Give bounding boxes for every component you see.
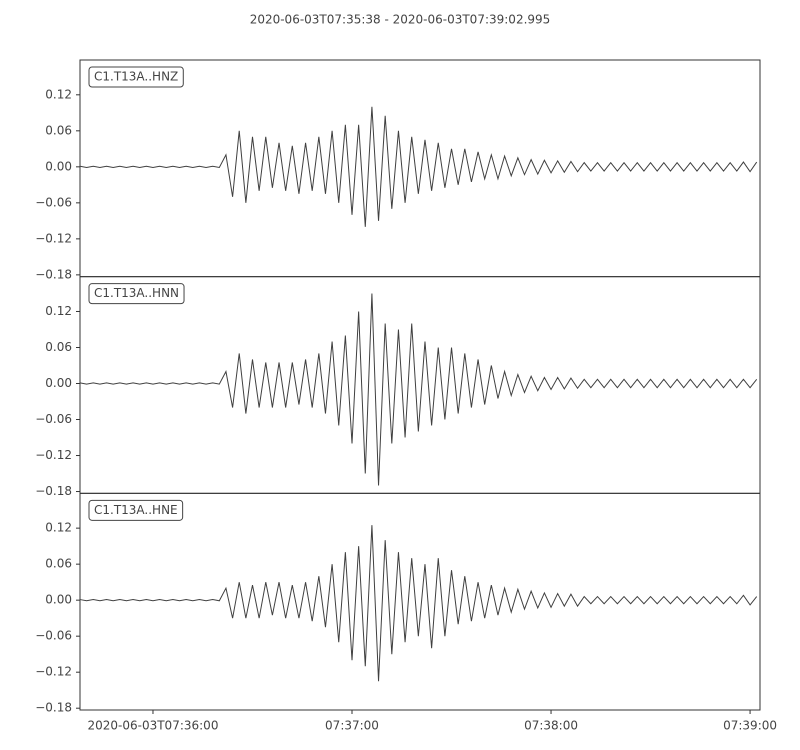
waveform [79, 106, 758, 227]
y-tick-label: −0.06 [35, 195, 72, 209]
y-tick-label: 0.06 [45, 340, 72, 354]
y-tick-label: 0.00 [45, 376, 72, 390]
x-tick-label: 07:39:00 [723, 719, 777, 733]
y-tick-label: −0.06 [35, 629, 72, 643]
trace-label: C1.T13A..HNN [94, 286, 179, 300]
trace-label-box [88, 283, 185, 305]
y-tick-label: 0.06 [45, 123, 72, 137]
panel-frame [79, 59, 761, 278]
y-tick-label: 0.06 [45, 557, 72, 571]
x-tick-label: 2020-06-03T07:36:00 [87, 719, 218, 733]
y-tick-label: 0.00 [45, 593, 72, 607]
trace-label: C1.T13A..HNE [94, 503, 178, 517]
y-tick-label: −0.18 [35, 484, 72, 498]
waveform [79, 293, 758, 486]
x-tick-label: 07:38:00 [524, 719, 578, 733]
y-tick-label: −0.06 [35, 412, 72, 426]
y-tick-label: −0.18 [35, 267, 72, 281]
y-tick-label: −0.12 [35, 665, 72, 679]
y-tick-label: −0.12 [35, 231, 72, 245]
panel-frame [79, 276, 761, 494]
y-tick-label: 0.12 [45, 87, 72, 101]
trace-label: C1.T13A..HNZ [94, 70, 178, 84]
y-tick-label: −0.18 [35, 701, 72, 715]
panel-frame [79, 492, 761, 711]
y-tick-label: 0.00 [45, 159, 72, 173]
waveform [79, 525, 758, 682]
figure-title: 2020-06-03T07:35:38 - 2020-06-03T07:39:0… [250, 13, 551, 27]
y-tick-label: −0.12 [35, 448, 72, 462]
x-tick-label: 07:37:00 [325, 719, 379, 733]
trace-label-box [88, 499, 184, 521]
trace-label-box [88, 66, 184, 88]
y-tick-label: 0.12 [45, 304, 72, 318]
y-tick-label: 0.12 [45, 521, 72, 535]
